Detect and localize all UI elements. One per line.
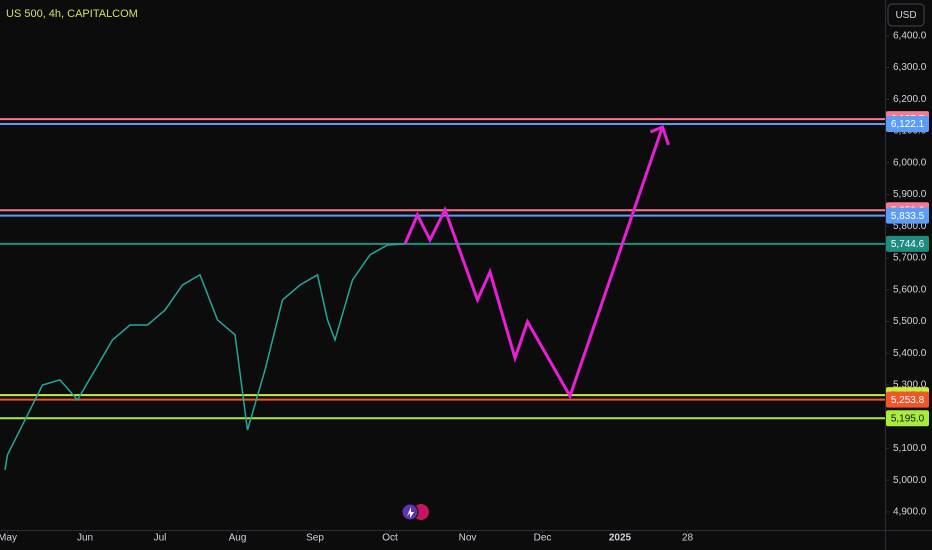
level-label: 6,122.1 <box>891 119 925 130</box>
currency-label: USD <box>895 10 916 21</box>
series-line <box>4 243 406 471</box>
logo-icon <box>407 507 414 518</box>
level-label: 5,195.0 <box>891 413 925 424</box>
level-label: 5,744.6 <box>891 239 925 250</box>
level-label-box <box>886 410 929 427</box>
x-tick-label: Oct <box>382 533 398 544</box>
y-tick-label: 5,400.0 <box>893 348 927 359</box>
x-tick-label: Dec <box>534 533 552 544</box>
x-tick-label: 2025 <box>609 533 632 544</box>
y-tick-label: 6,000.0 <box>893 157 927 168</box>
arrow-head <box>649 124 670 146</box>
y-tick-label: 5,000.0 <box>893 475 927 486</box>
x-tick-label: Jun <box>77 533 93 544</box>
level-label-box <box>886 391 929 408</box>
x-tick-label: Nov <box>459 533 477 544</box>
level-label-box <box>886 207 929 224</box>
level-label: 5,833.5 <box>891 211 925 222</box>
y-tick-label: 5,100.0 <box>893 443 927 454</box>
y-tick-label: 5,700.0 <box>893 253 927 264</box>
y-tick-label: 6,300.0 <box>893 62 927 73</box>
x-tick-label: Aug <box>229 533 247 544</box>
level-label-box <box>886 235 929 252</box>
x-tick-label: Jul <box>154 533 167 544</box>
chart-title: US 500, 4h, CAPITALCOM <box>6 8 138 20</box>
y-tick-label: 4,900.0 <box>893 507 927 518</box>
x-tick-label: May <box>0 533 17 544</box>
logo <box>401 503 429 521</box>
currency-button[interactable] <box>887 3 925 27</box>
y-tick-label: 6,400.0 <box>893 31 927 42</box>
level-label-box <box>886 116 929 133</box>
x-tick-label: 28 <box>682 533 694 544</box>
x-tick-label: Sep <box>306 533 324 544</box>
axes: 6,400.06,300.06,200.06,100.06,000.05,900… <box>0 31 929 544</box>
y-tick-label: 6,200.0 <box>893 94 927 105</box>
y-tick-label: 5,800.0 <box>893 221 927 232</box>
y-tick-label: 5,900.0 <box>893 189 927 200</box>
y-tick-label: 5,500.0 <box>893 316 927 327</box>
series-line <box>403 126 664 400</box>
series <box>4 124 670 471</box>
level-label: 5,253.8 <box>891 395 925 406</box>
y-tick-label: 5,600.0 <box>893 284 927 295</box>
y-tick-label: 5,300.0 <box>893 380 927 391</box>
